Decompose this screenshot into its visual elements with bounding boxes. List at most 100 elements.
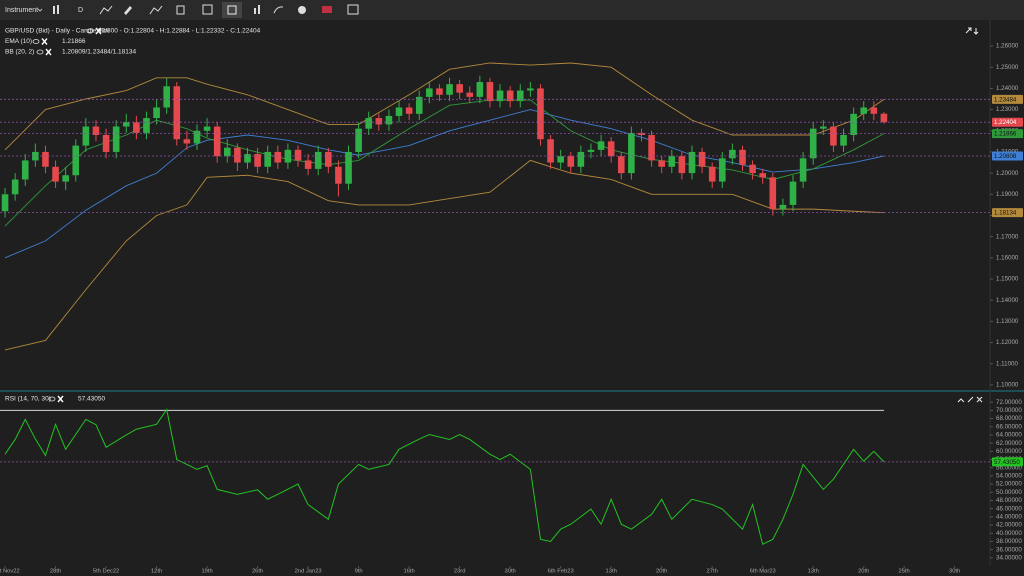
draw-tool-icon[interactable] (99, 5, 113, 15)
candle-body (122, 122, 130, 127)
y-tick-label: 1.12000 (996, 339, 1019, 346)
x-tick-label: 21st Nov22 (0, 569, 20, 575)
candle-body (345, 151, 352, 184)
candle-body (729, 149, 736, 159)
close-icon (57, 395, 64, 403)
candle-body (21, 160, 29, 180)
candle-body (759, 173, 767, 178)
y-tick-label: 36.00000 (996, 546, 1022, 553)
y-tick-label: 1.26000 (996, 43, 1019, 50)
candle-body (254, 154, 261, 167)
x-tick-label: 19th (201, 569, 212, 575)
candle-body (658, 160, 665, 167)
main-panel-controls[interactable] (965, 27, 979, 35)
candle-body (436, 88, 443, 95)
candle-body (678, 156, 686, 174)
candle-body (648, 135, 655, 161)
instrument-button[interactable]: Instrument (5, 7, 43, 14)
y-tick-label: 52.00000 (996, 481, 1022, 488)
candle-body (739, 149, 746, 165)
candle-body (426, 88, 433, 97)
y-tick-label: 1.20000 (996, 170, 1019, 177)
rsi-line (4, 408, 885, 546)
candle-body (163, 86, 170, 108)
candle-body (830, 126, 837, 146)
candle-body (870, 107, 878, 114)
candle-body (567, 156, 575, 167)
indicator-icon[interactable] (149, 5, 163, 15)
candle-body (133, 122, 140, 133)
pen-icon[interactable] (124, 6, 132, 15)
settings-icon[interactable] (298, 6, 306, 14)
candle-body (628, 132, 635, 174)
bars-icon-2 (258, 5, 260, 14)
candle-body (840, 135, 847, 146)
panel-separator (0, 390, 1024, 392)
close-icon (95, 27, 102, 35)
candle-body (203, 126, 211, 131)
price-badge-label: 1.22404 (994, 119, 1017, 126)
eye-icon (32, 39, 40, 44)
toolbar: Instrument D (0, 0, 1024, 20)
flag-icon[interactable] (322, 6, 332, 13)
rsi-panel-controls[interactable] (957, 396, 983, 403)
close-icon (41, 38, 48, 45)
x-tick-label: 13th (808, 569, 819, 575)
candle-body (527, 88, 534, 91)
candle-body (375, 118, 383, 125)
candle-icon[interactable] (53, 6, 55, 14)
x-tick-label: 26th (252, 569, 263, 575)
x-tick-label: 5th Dec22 (93, 569, 119, 575)
indicator-value: 57.43050 (78, 396, 105, 403)
y-tick-label: 1.23000 (996, 106, 1019, 113)
candle-body (193, 130, 201, 144)
chart-title: GBP/USD (Bid) - Daily - Candlestick (5, 28, 110, 35)
candle-body (173, 86, 181, 140)
candle-body (597, 141, 605, 150)
candle-body (92, 126, 100, 136)
y-tick-label: 1.25000 (996, 64, 1019, 71)
layout-icon[interactable] (202, 4, 213, 15)
candle-body (355, 128, 362, 152)
y-tick-label: 1.19000 (996, 191, 1019, 198)
delete-icon[interactable] (176, 5, 185, 15)
candle-body (769, 177, 777, 210)
share-icon[interactable] (273, 6, 284, 14)
y-tick-label: 54.00000 (996, 473, 1022, 480)
candle-body (62, 175, 69, 182)
candle-body (153, 107, 160, 119)
x-tick-label: 9th (355, 569, 363, 575)
candle-body (82, 126, 90, 146)
candle-body (587, 149, 595, 152)
y-tick-label: 34.00000 (996, 554, 1022, 561)
candle-body (496, 90, 504, 102)
window-icon[interactable] (347, 4, 359, 15)
candle-body (850, 113, 857, 136)
candle-body (820, 126, 827, 129)
candle-body (314, 151, 322, 169)
candle-body (32, 151, 39, 161)
active-button[interactable] (222, 2, 242, 18)
candle-body (264, 151, 272, 167)
candle-body (385, 115, 393, 125)
x-tick-label: 6th Feb23 (548, 569, 574, 575)
eye-icon (48, 396, 56, 402)
x-tick-label: 6th Mar23 (750, 569, 776, 575)
candle-icon-2 (57, 5, 59, 14)
y-tick-label: 56.00000 (996, 464, 1022, 471)
candle-body (516, 90, 524, 102)
x-tick-label: 13th (606, 569, 617, 575)
candle-body (335, 166, 342, 184)
candle-body (294, 149, 302, 161)
x-tick-label: 20th (858, 569, 869, 575)
bars-icon[interactable] (254, 8, 256, 14)
timeframe-label[interactable]: D (78, 7, 83, 14)
candle-body (365, 118, 373, 129)
indicator-line (4, 99, 885, 227)
candle-body (476, 82, 484, 97)
candle-body (42, 151, 49, 167)
candle-body (304, 160, 312, 169)
eye-icon (36, 49, 44, 55)
